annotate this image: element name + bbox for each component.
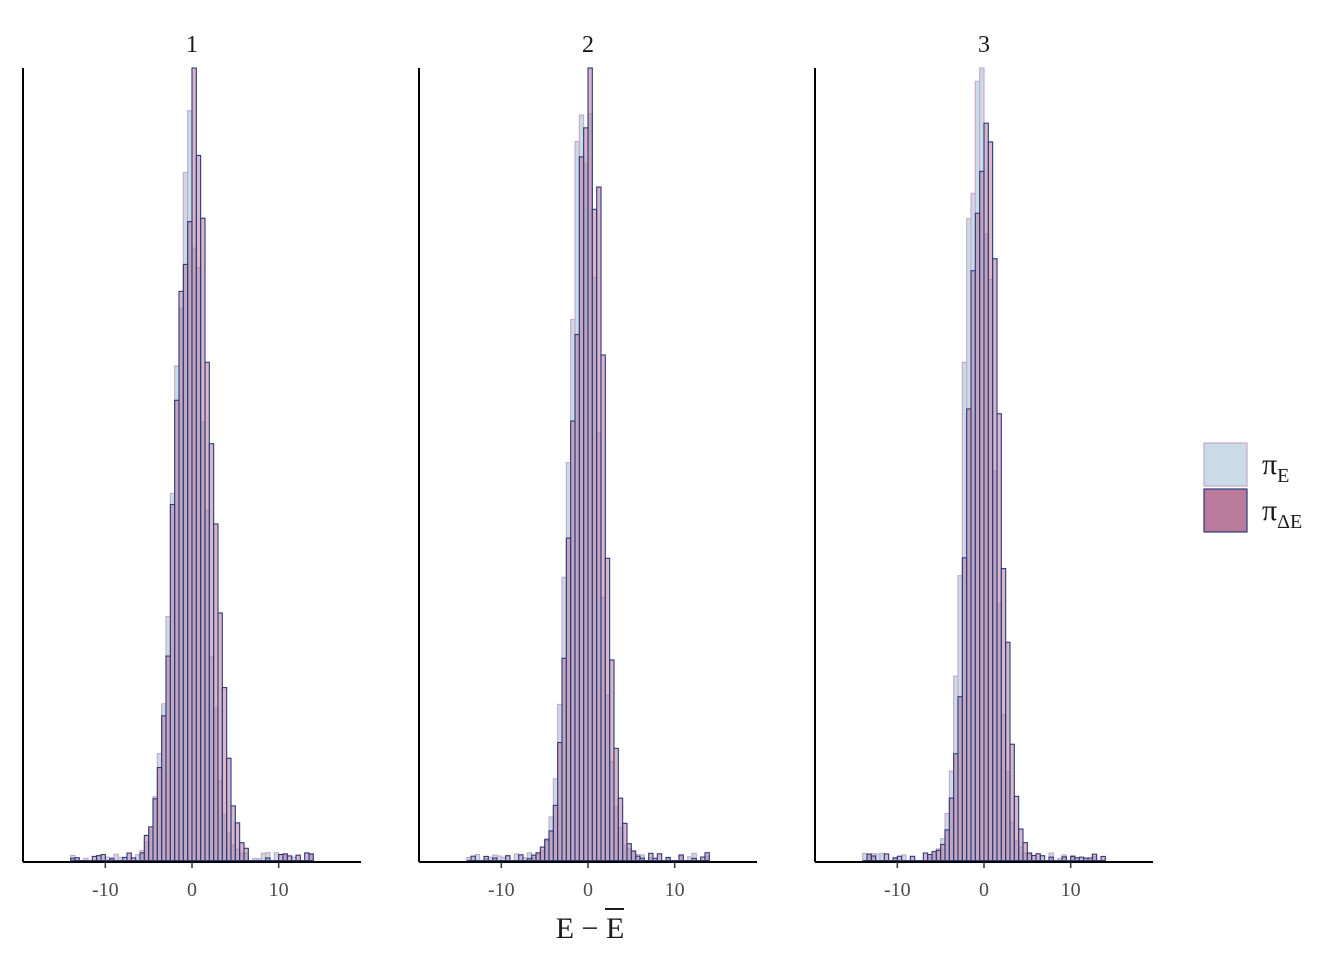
panel-1-pi-dE-bar (208, 443, 215, 863)
legend-label-pi-delta-e-subscript: ΔE (1277, 511, 1302, 533)
panel-1-pi-dE-bar (169, 503, 176, 863)
panel-3-pi-dE-bar (974, 212, 981, 863)
facet-panels: 1 -10 0 10 2 -10 0 10 3 -10 0 10 (22, 32, 1153, 901)
panel-1-pi-dE-bar (230, 805, 236, 863)
panel-2-pi-dE-bar (552, 804, 559, 863)
panel-2-pi-dE-bar (604, 557, 611, 863)
panel-1-pi-dE-bar (143, 834, 150, 863)
panel-2-pi-dE-bar (570, 420, 576, 863)
panel-1-pi-dE-bar (221, 687, 228, 863)
panel-2-pi-dE-bar (622, 822, 628, 863)
legend-label-pi-delta-e: πΔE (1262, 494, 1302, 533)
panel-3-pi-dE-bar (1013, 795, 1020, 863)
panel-1: 1 -10 0 10 (22, 32, 361, 901)
panel-2-title: 2 (582, 32, 594, 58)
panel-2-pi-dE-bar (574, 333, 580, 863)
panel-3-pi-dE-bar (944, 829, 950, 863)
panel-2-pi-dE-bar (609, 659, 615, 863)
panel-2-pi-dE-bar (578, 156, 585, 863)
panel-1-pi-dE-bar (234, 822, 241, 863)
panel-1-pi-dE-bar (165, 655, 171, 863)
x-axis-title-left: E − (556, 912, 606, 945)
panel-1-x-tick-label: -10 (92, 879, 119, 901)
panel-2-x-tick-label: 10 (665, 879, 685, 901)
panel-1-pi-dE-bar (213, 523, 219, 863)
panel-1-pi-dE-bar (161, 715, 167, 863)
panel-3-pi-dE-bar (948, 797, 955, 863)
legend-key-pi-delta-e (1203, 488, 1248, 533)
panel-3-x-tick-label: 10 (1061, 879, 1081, 901)
legend: πE πΔE (1203, 442, 1302, 533)
panel-3: 3 -10 0 10 (814, 32, 1153, 901)
panel-3-pi-dE-bar (966, 408, 972, 863)
panel-2-pi-dE-bar (565, 537, 572, 863)
panel-3-pi-dE-bar (1000, 568, 1007, 863)
legend-label-pi-e-subscript: E (1277, 465, 1289, 487)
panel-2-pi-dE-bar (591, 208, 598, 863)
panel-2-pi-dE-bar (561, 657, 567, 863)
panel-3-pi-dE-bar (957, 696, 963, 863)
panel-3-pi-dE-bar (992, 258, 998, 863)
panel-1-pi-dE-bar (200, 217, 206, 863)
panel-3-pi-dE-bar (1022, 842, 1028, 863)
panel-1-pi-dE-bar (226, 757, 232, 863)
panel-3-pi-dE-bar (1018, 828, 1024, 863)
panel-2-pi-dE-bar (596, 186, 602, 863)
panel-3-x-tick-label: 0 (979, 879, 989, 901)
panel-3-pi-dE-bar (940, 843, 946, 863)
panel-3-pi-dE-bar (996, 413, 1002, 863)
panel-1-x-tick-label: 0 (187, 879, 197, 901)
panel-2-pi-dE-bar (626, 843, 632, 863)
panel-3-pi-dE-bar (979, 170, 985, 863)
panel-2-pi-dE-bar (583, 127, 589, 863)
legend-label-pi-e: πE (1262, 448, 1289, 487)
panel-2-pi-dE-bar (600, 354, 606, 863)
panel-2-pi-dE-bar (544, 839, 550, 863)
panel-3-pi-dE-bar (953, 753, 959, 863)
panel-2: 2 -10 0 10 (418, 32, 757, 901)
svg-text:E − E: E − E (556, 912, 625, 945)
panel-1-x-tick-label: 10 (269, 879, 289, 901)
panel-1-pi-dE-bar (152, 798, 158, 863)
panel-3-pi-dE-bar (983, 122, 989, 863)
legend-label-pi-delta-e-symbol: π (1262, 494, 1277, 527)
panel-1-pi-dE-bar (217, 612, 223, 863)
panel-3-pi-dE-bar (1005, 641, 1011, 863)
panel-3-pi-dE-bar (987, 141, 994, 863)
panel-1-pi-dE-bar (174, 399, 180, 863)
panel-3-pi-dE-bar (961, 557, 968, 863)
panel-2-pi-dE-bar (613, 747, 619, 863)
panel-3-pi-dE-bars (862, 122, 1106, 863)
panel-1-pi-dE-bar (148, 826, 154, 863)
panel-2-x-tick-label: 0 (583, 879, 593, 901)
panel-1-pi-dE-bar (243, 847, 249, 863)
panel-2-pi-dE-bars (466, 67, 710, 863)
panel-3-title: 3 (978, 32, 990, 58)
panel-1-pi-dE-bar (178, 290, 184, 863)
panel-1-pi-dE-bar (187, 221, 193, 863)
panel-2-x-tick-label: -10 (488, 879, 515, 901)
panel-2-pi-dE-bar (548, 830, 554, 863)
panel-1-pi-dE-bar (204, 361, 210, 863)
panel-1-pi-dE-bar (156, 766, 163, 863)
panel-1-title: 1 (186, 32, 198, 58)
panel-3-pi-dE-bar (1009, 743, 1015, 863)
panel-2-pi-dE-bar (617, 797, 624, 863)
legend-label-pi-e-symbol: π (1262, 448, 1277, 481)
panel-3-x-tick-label: -10 (884, 879, 911, 901)
x-axis-title-bar-symbol: E (606, 912, 624, 945)
panel-3-pi-dE-bar (970, 270, 976, 863)
panel-2-pi-dE-bar (539, 846, 546, 863)
panel-1-pi-dE-bar (195, 154, 202, 863)
panel-1-pi-dE-bars (70, 67, 314, 863)
panel-1-pi-dE-bar (239, 842, 245, 863)
panel-2-pi-dE-bar (557, 742, 563, 863)
panel-2-pi-dE-bar (587, 67, 593, 863)
panel-1-pi-dE-bar (182, 263, 189, 863)
panel-1-pi-dE-bar (191, 67, 197, 863)
legend-key-pi-e (1203, 442, 1248, 487)
x-axis-title: E − E (556, 908, 625, 945)
